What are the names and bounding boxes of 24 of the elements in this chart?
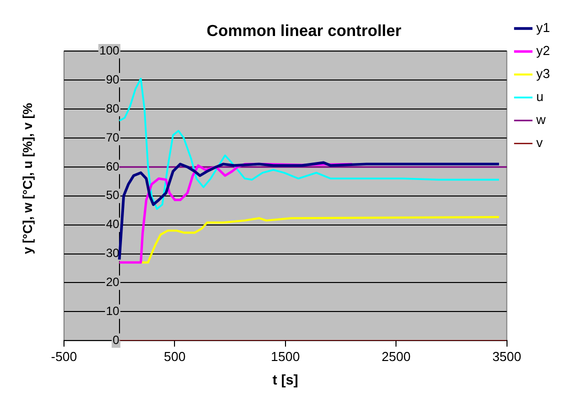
legend-label: y1	[536, 20, 550, 36]
y-tick-label: 90	[106, 72, 120, 86]
legend-label: y2	[536, 43, 550, 58]
legend-label: w	[535, 112, 546, 128]
legend-label: u	[536, 89, 544, 104]
y-tick-label: 40	[106, 217, 120, 232]
y-tick-label: 60	[106, 159, 120, 174]
x-tick-label: -500	[50, 348, 78, 364]
y-tick-label: 100	[99, 44, 120, 58]
x-tick-label: 1500	[270, 348, 300, 364]
x-tick-label: 500	[164, 348, 186, 364]
y-tick-label: 0	[112, 332, 120, 347]
x-tick-label: 2500	[382, 348, 411, 364]
y-tick-label: 70	[106, 130, 120, 144]
legend-label: v	[536, 135, 544, 150]
y-axis-title: y [°C], w [°C], u [%], v [%	[20, 102, 36, 254]
legend-label: y3	[536, 66, 550, 82]
y-tick-label: 20	[106, 275, 120, 290]
chart-title: Common linear controller	[206, 23, 402, 40]
x-tick-label: 3500	[492, 348, 522, 364]
y-tick-label: 80	[106, 101, 120, 116]
y-tick-label: 10	[106, 304, 120, 318]
y-tick-label: 50	[106, 188, 120, 202]
x-axis-title: t [s]	[272, 371, 298, 388]
